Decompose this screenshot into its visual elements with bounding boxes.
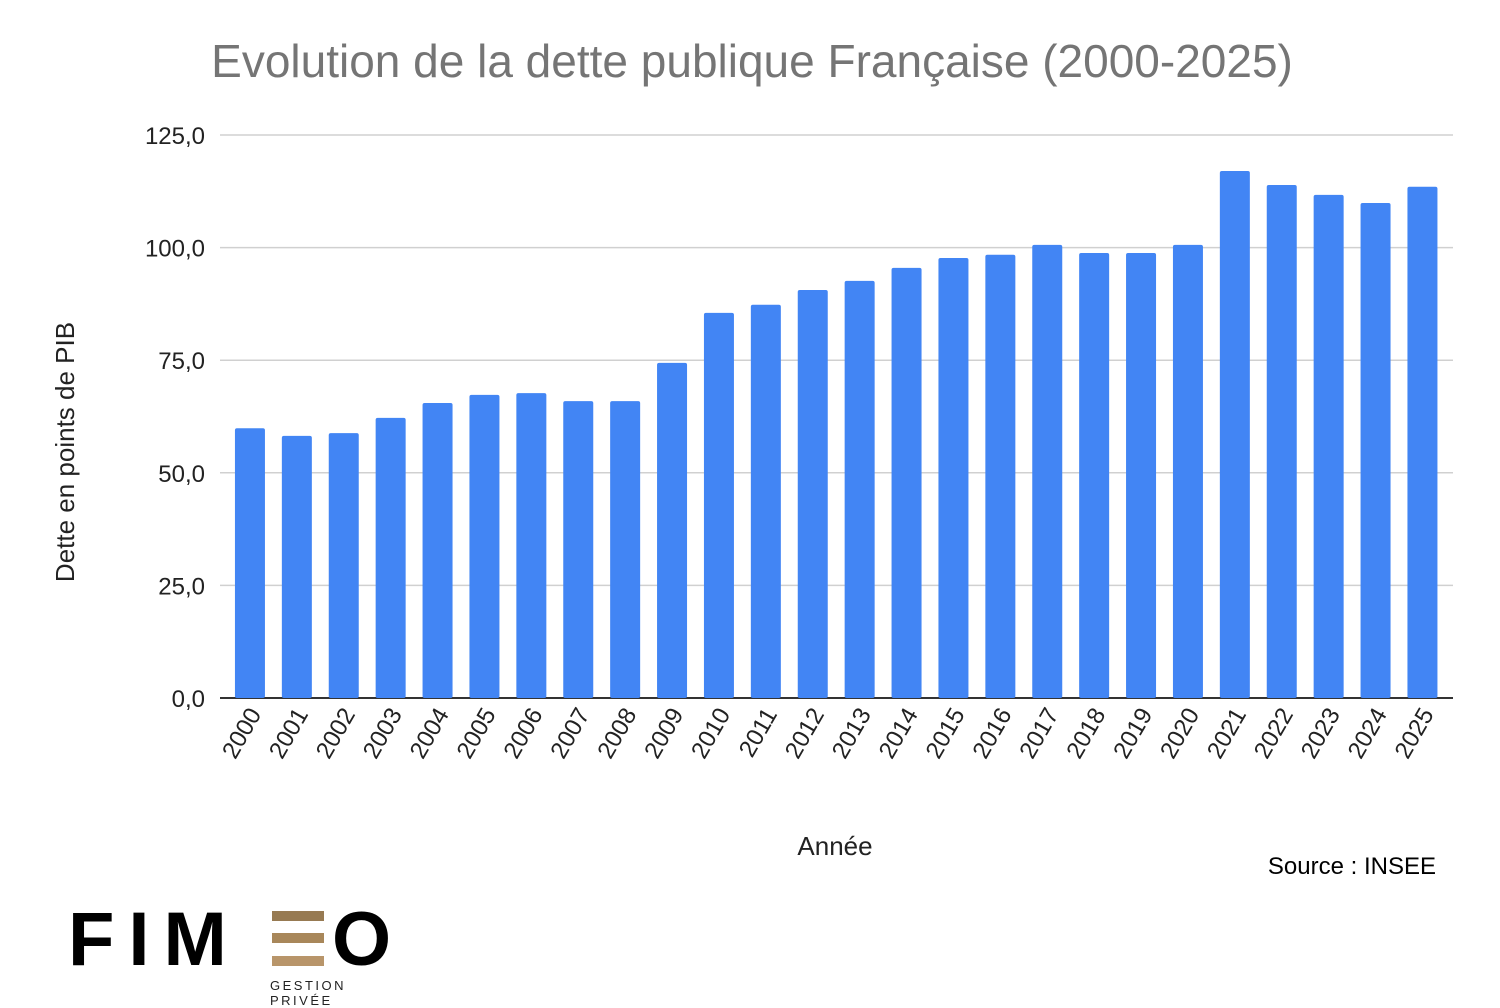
y-tick-label: 50,0 [158, 461, 205, 488]
x-tick-label: 2024 [1343, 704, 1393, 764]
x-tick-label: 2016 [967, 704, 1017, 764]
y-tick-label: 125,0 [145, 123, 205, 150]
bar-2008 [610, 401, 641, 698]
bar-2006 [516, 393, 547, 698]
x-tick-label: 2006 [498, 704, 548, 764]
bar-2003 [375, 417, 406, 698]
x-tick-label: 2011 [734, 704, 783, 762]
bar-2021 [1219, 171, 1250, 699]
bar-2025 [1407, 186, 1438, 698]
logo-text-left: FIM [68, 897, 241, 982]
x-tick-label: 2001 [264, 704, 314, 764]
bar-2011 [750, 304, 781, 698]
bar-2017 [1032, 244, 1063, 699]
x-tick-label: 2022 [1249, 704, 1299, 764]
bar-2007 [563, 401, 594, 698]
logo-tagline: GESTION PRIVÉE [270, 978, 347, 1008]
x-tick-label: 2003 [358, 704, 408, 764]
x-tick-label: 2018 [1061, 704, 1111, 764]
bar-2024 [1360, 203, 1391, 698]
x-tick-label: 2025 [1390, 704, 1440, 764]
x-tick-label: 2019 [1108, 704, 1158, 764]
bar-2016 [985, 254, 1016, 698]
logo-bar [272, 956, 324, 966]
logo-bar [272, 911, 324, 921]
y-axis-label: Dette en points de PIB [50, 322, 80, 582]
bar-2001 [281, 435, 312, 698]
x-tick-label: 2002 [311, 704, 361, 764]
bar-2020 [1172, 244, 1203, 699]
x-tick-label: 2008 [592, 704, 642, 764]
logo-text-right: O [332, 897, 406, 982]
bar-chart: Evolution de la dette publique Française… [50, 35, 1453, 880]
bar-2010 [703, 312, 734, 698]
chart-title: Evolution de la dette publique Française… [211, 35, 1293, 87]
y-tick-label: 75,0 [158, 348, 205, 375]
x-tick-label: 2005 [452, 704, 502, 764]
x-tick-label: 2012 [780, 704, 830, 764]
x-tick-label: 2014 [874, 704, 924, 764]
x-tick-label: 2015 [921, 704, 971, 764]
x-tick-label: 2023 [1296, 704, 1346, 764]
bar-2000 [234, 428, 265, 698]
y-tick-label: 25,0 [158, 573, 205, 600]
x-tick-label: 2013 [827, 704, 877, 764]
bar-2004 [422, 402, 453, 698]
x-tick-label: 2021 [1202, 704, 1252, 764]
bar-2002 [328, 433, 359, 698]
source-note: Source : INSEE [1268, 853, 1436, 880]
bar-2005 [469, 394, 500, 698]
bar-2009 [657, 362, 688, 698]
x-axis-label: Année [797, 831, 872, 861]
bar-2014 [891, 267, 922, 698]
x-tick-label: 2007 [545, 704, 595, 764]
x-tick-label: 2004 [405, 704, 455, 764]
fimeo-logo: FIM O GESTION PRIVÉE [68, 902, 408, 1008]
y-tick-label: 100,0 [145, 236, 205, 263]
bar-2022 [1266, 184, 1297, 699]
bar-2013 [844, 280, 875, 698]
x-tick-label: 2010 [686, 704, 736, 764]
bar-2019 [1126, 253, 1157, 698]
bar-2012 [797, 289, 828, 698]
bar-2023 [1313, 194, 1344, 698]
x-tick-label: 2009 [639, 704, 689, 764]
bar-2018 [1079, 253, 1110, 698]
bar-2015 [938, 257, 969, 698]
y-tick-label: 0,0 [172, 686, 205, 713]
x-tick-label: 2017 [1014, 704, 1064, 764]
logo-bar [272, 933, 324, 943]
x-tick-label: 2020 [1155, 704, 1205, 764]
x-tick-label: 2000 [217, 704, 267, 764]
